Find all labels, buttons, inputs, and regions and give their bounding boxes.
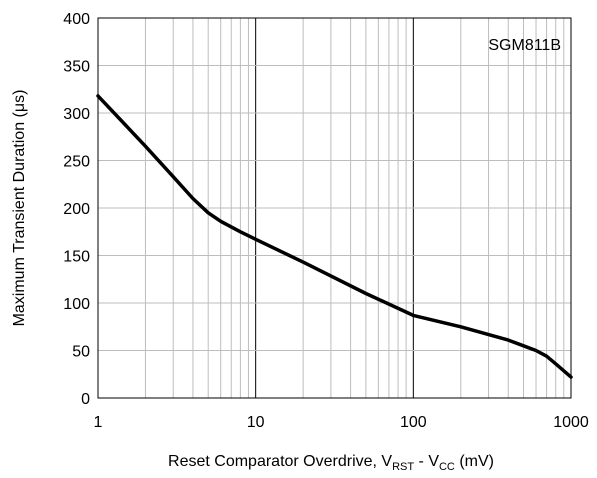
x-tick-label: 1000	[553, 414, 589, 431]
x-axis-title-part: - V	[414, 453, 439, 470]
y-tick-label: 150	[63, 249, 90, 266]
series-layer	[96, 94, 573, 379]
x-tick-label: 100	[400, 414, 427, 431]
label-layer: 0 50 100 150 200 250 300 350 400 1 10 100 1000	[63, 11, 589, 431]
y-tick-label: 100	[63, 296, 90, 313]
y-tick-label: 200	[63, 201, 90, 218]
y-tick-label: 0	[81, 391, 90, 408]
x-axis-title-subscript: CC	[439, 461, 455, 473]
plot-frame	[97, 17, 572, 399]
series-line	[96, 94, 573, 379]
x-axis-title-subscript: RST	[392, 461, 414, 473]
y-tick-label: 400	[63, 11, 90, 28]
x-tick-label: 10	[247, 414, 265, 431]
chart-annotation: SGM811B	[488, 37, 561, 54]
y-tick-label: 250	[63, 154, 90, 171]
x-axis-title-part: (mV)	[455, 453, 494, 470]
x-axis-title-part: Reset Comparator Overdrive, V	[168, 453, 392, 470]
y-tick-label: 300	[63, 106, 90, 123]
x-tick-label: 1	[94, 414, 103, 431]
grid-layer	[98, 18, 571, 398]
x-axis-title: Reset Comparator Overdrive, VRST - VCC (…	[168, 453, 494, 473]
y-tick-label: 50	[72, 344, 90, 361]
y-tick-label: 350	[63, 59, 90, 76]
y-axis-title: Maximum Transient Duration (μs)	[11, 90, 28, 327]
